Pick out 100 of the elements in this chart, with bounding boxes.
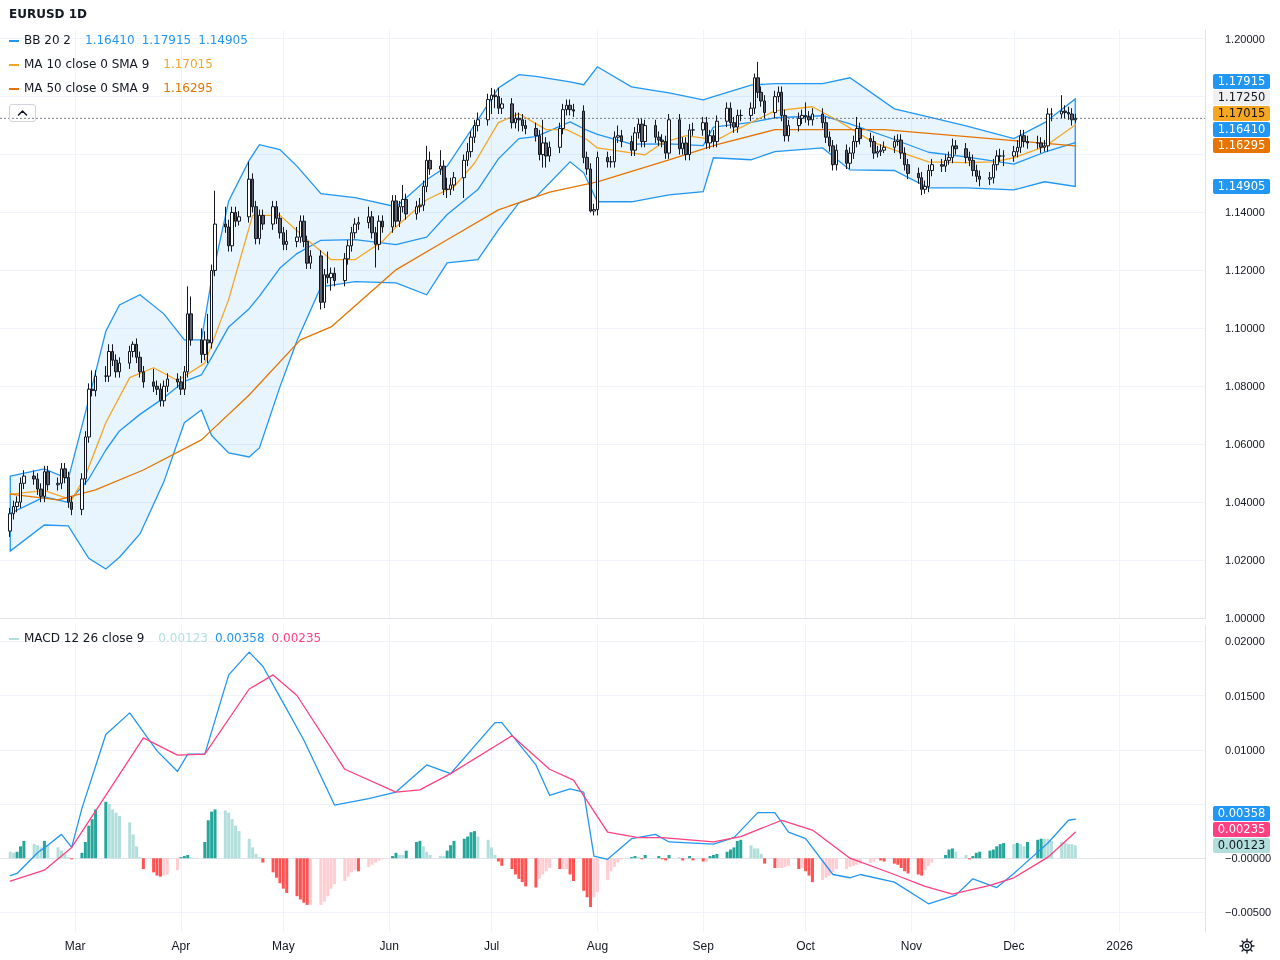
bar xyxy=(988,850,992,859)
bar xyxy=(520,858,524,883)
bar xyxy=(500,858,504,866)
y-tick-label: −0.00500 xyxy=(1225,906,1272,919)
candlestick xyxy=(606,151,609,169)
bar xyxy=(947,849,951,859)
bar xyxy=(548,858,552,868)
bar xyxy=(916,858,920,875)
bar xyxy=(374,858,377,863)
bar xyxy=(998,844,1002,859)
annotation: 0.00123 xyxy=(158,631,208,645)
bar xyxy=(612,858,616,867)
bar xyxy=(701,858,705,862)
bar xyxy=(804,858,808,872)
candlestick xyxy=(620,129,623,148)
candlestick xyxy=(159,382,162,408)
bar xyxy=(729,849,733,859)
legend-label: BB 20 2 xyxy=(24,33,71,47)
text: 1.16410 xyxy=(1217,122,1266,136)
bar xyxy=(309,858,313,905)
candlestick xyxy=(572,103,575,118)
x-tick-label: May xyxy=(271,939,295,953)
bar xyxy=(117,815,121,859)
candlestick xyxy=(1070,107,1074,127)
bar xyxy=(920,858,924,876)
candlestick xyxy=(333,267,336,287)
candlestick xyxy=(1039,136,1043,154)
bar xyxy=(715,853,719,859)
bar xyxy=(285,858,289,893)
x-tick-label: Apr xyxy=(171,939,191,953)
candlestick xyxy=(568,99,572,116)
candlestick xyxy=(951,138,954,164)
bar xyxy=(281,858,285,889)
annotation: 1.14905 xyxy=(198,33,248,47)
annotation: 0.00358 xyxy=(214,631,265,645)
bar xyxy=(571,858,575,882)
text: 1.14905 xyxy=(1217,179,1266,193)
legend-label: MA 50 close 0 SMA 9 xyxy=(24,81,150,95)
y-tick-label: 1.10000 xyxy=(1225,322,1265,335)
bar xyxy=(944,854,948,859)
bar xyxy=(42,840,46,859)
bar xyxy=(606,858,610,880)
candlestick xyxy=(940,158,944,173)
annotation: 1.16295 xyxy=(163,81,213,95)
candlestick xyxy=(510,97,514,129)
bar xyxy=(899,858,903,868)
y-tick-label: 1.00000 xyxy=(1225,612,1265,624)
bar xyxy=(176,858,180,871)
bar xyxy=(333,858,337,885)
bar xyxy=(114,812,118,859)
y-tick-label: 1.08000 xyxy=(1225,380,1265,393)
bar xyxy=(476,836,480,859)
candlestick xyxy=(654,119,657,144)
bar xyxy=(227,812,231,859)
bar xyxy=(165,858,169,875)
x-tick-label: Oct xyxy=(796,939,816,953)
candlestick xyxy=(200,327,203,364)
text: 1.17915 xyxy=(1217,74,1266,88)
candlestick xyxy=(285,229,288,251)
bar xyxy=(213,809,217,859)
bar xyxy=(319,858,323,905)
candlestick xyxy=(541,119,545,169)
bar xyxy=(298,858,302,900)
candlestick xyxy=(797,112,801,132)
bar xyxy=(739,839,743,859)
bar xyxy=(903,858,907,872)
x-tick-label: 2026 xyxy=(1106,939,1134,953)
ref-line-label: 1.17250 xyxy=(1213,90,1270,105)
bar xyxy=(892,858,896,864)
candlestick xyxy=(879,143,882,157)
candlestick xyxy=(944,154,947,173)
bar xyxy=(749,845,753,859)
y-tick-label: 0.01500 xyxy=(1225,689,1265,702)
bar xyxy=(906,858,910,874)
bar xyxy=(534,858,538,888)
bar xyxy=(1019,844,1023,859)
bar xyxy=(367,858,371,867)
candlestick xyxy=(688,123,691,161)
bar xyxy=(1002,843,1006,859)
bar xyxy=(343,858,347,882)
bar xyxy=(541,858,545,875)
candlestick xyxy=(391,194,394,234)
bar xyxy=(418,840,422,859)
legend-label: MACD 12 26 close 9 xyxy=(24,631,145,645)
bar xyxy=(428,854,432,859)
bar xyxy=(927,858,930,866)
bar xyxy=(995,846,999,859)
candlestick xyxy=(705,116,708,150)
bar xyxy=(449,845,453,859)
bar xyxy=(517,858,521,879)
candlestick xyxy=(452,171,456,192)
candlestick xyxy=(804,101,807,124)
bar xyxy=(370,858,374,865)
annotation: 1.17915 xyxy=(141,33,192,47)
candlestick xyxy=(964,142,968,164)
bar xyxy=(868,858,872,863)
candlestick xyxy=(872,135,876,160)
x-tick-label: Sep xyxy=(692,939,715,953)
y-tick-label: 1.02000 xyxy=(1225,554,1265,567)
candlestick xyxy=(678,113,681,156)
